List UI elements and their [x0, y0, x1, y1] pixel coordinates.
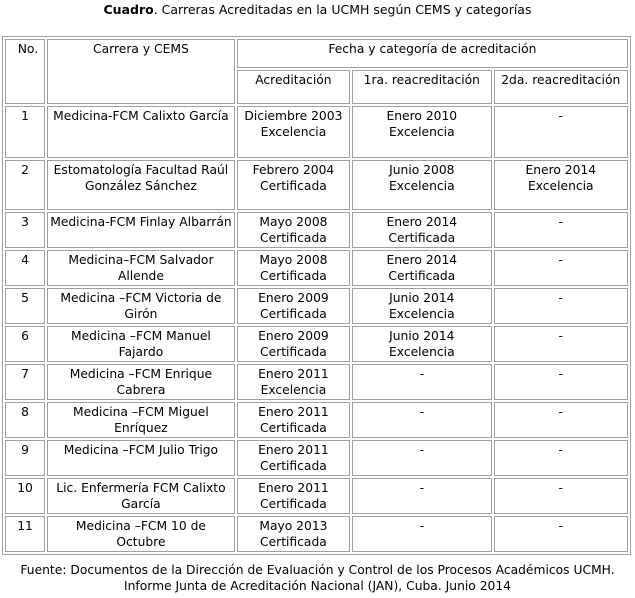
- cell-acreditacion: Mayo 2008 Certificada: [236, 250, 351, 286]
- table-row: 9 Medicina –FCM Julio Trigo Enero 2011 Cer…: [5, 440, 628, 476]
- table-row: 5 Medicina –FCM Victoria de Girón Enero 20…: [5, 288, 628, 324]
- cell-primera: Junio 2008 Excelencia: [352, 160, 492, 210]
- table-row: 4 Medicina–FCM Salvador Allende Mayo 2008 …: [5, 250, 628, 286]
- cell-segunda: -: [493, 212, 628, 248]
- table-row: 7 Medicina –FCM Enrique Cabrera Enero 2011…: [5, 364, 628, 400]
- cell-carrera: Medicina-FCM Finlay Albarrán: [47, 212, 235, 248]
- cell-acreditacion: Febrero 2004 Certificada: [236, 160, 351, 210]
- table-row: 10 Lic. Enfermería FCM Calixto García Ener…: [5, 478, 628, 514]
- header-row: No. Carrera y CEMS Fecha y categoría de …: [5, 39, 628, 104]
- accreditation-table: No. Carrera y CEMS Fecha y categoría de …: [2, 36, 631, 555]
- cell-segunda: -: [493, 250, 628, 286]
- cell-carrera: Estomatología Facultad Raúl González Sán…: [47, 160, 235, 210]
- cell-carrera: Medicina –FCM Julio Trigo: [47, 440, 235, 476]
- cell-carrera: Medicina –FCM Enrique Cabrera: [47, 364, 235, 400]
- source-line-1: Fuente: Documentos de la Dirección de Ev…: [20, 563, 615, 577]
- cell-primera: Junio 2014 Excelencia: [352, 326, 492, 362]
- table-row: 2 Estomatología Facultad Raúl González Sá…: [5, 160, 628, 210]
- header-primera: 1ra. reacreditación: [352, 70, 492, 104]
- header-acreditacion: Acreditación: [236, 70, 351, 104]
- cell-acreditacion: Diciembre 2003 Excelencia: [236, 106, 351, 158]
- caption-text: . Carreras Acreditadas en la UCMH según …: [153, 2, 532, 17]
- cell-acreditacion: Mayo 2008 Certificada: [236, 212, 351, 248]
- cell-acreditacion: Enero 2011 Excelencia: [236, 364, 351, 400]
- cell-primera: Enero 2014 Certificada: [352, 212, 492, 248]
- cell-acreditacion: Mayo 2013 Certificada: [236, 516, 351, 552]
- cell-segunda: -: [493, 106, 628, 158]
- cell-primera: Enero 2010 Excelencia: [352, 106, 492, 158]
- cell-primera: -: [352, 478, 492, 514]
- header-no: No.: [5, 39, 46, 104]
- cell-carrera: Medicina –FCM 10 de Octubre: [47, 516, 235, 552]
- cell-segunda: -: [493, 516, 628, 552]
- cell-primera: -: [352, 402, 492, 438]
- cell-primera: -: [352, 364, 492, 400]
- cell-segunda: -: [493, 288, 628, 324]
- cell-segunda: -: [493, 478, 628, 514]
- table-row: 11 Medicina –FCM 10 de Octubre Mayo 2013 C…: [5, 516, 628, 552]
- source-line-2: Informe Junta de Acreditación Nacional (…: [123, 579, 512, 593]
- table-row: 8 Medicina –FCM Miguel Enríquez Enero 2011…: [5, 402, 628, 438]
- cell-carrera: Medicina–FCM Salvador Allende: [47, 250, 235, 286]
- cell-no: 10: [5, 478, 46, 514]
- source-note: Fuente: Documentos de la Dirección de Ev…: [0, 562, 635, 594]
- header-fecha: Fecha y categoría de acreditación: [236, 39, 628, 68]
- cell-carrera: Lic. Enfermería FCM Calixto García: [47, 478, 235, 514]
- cell-segunda: -: [493, 440, 628, 476]
- cell-primera: -: [352, 440, 492, 476]
- cell-primera: Enero 2014 Certificada: [352, 250, 492, 286]
- table-caption: Cuadro. Carreras Acreditadas en la UCMH …: [0, 2, 635, 18]
- cell-no: 2: [5, 160, 46, 210]
- cell-acreditacion: Enero 2011 Certificada: [236, 478, 351, 514]
- cell-no: 8: [5, 402, 46, 438]
- header-segunda: 2da. reacreditación: [493, 70, 628, 104]
- cell-no: 5: [5, 288, 46, 324]
- cell-no: 3: [5, 212, 46, 248]
- cell-segunda: -: [493, 402, 628, 438]
- cell-acreditacion: Enero 2009 Certificada: [236, 288, 351, 324]
- cell-carrera: Medicina –FCM Manuel Fajardo: [47, 326, 235, 362]
- cell-acreditacion: Enero 2011 Certificada: [236, 402, 351, 438]
- cell-segunda: -: [493, 364, 628, 400]
- table-row: 1 Medicina-FCM Calixto García Diciembre 20…: [5, 106, 628, 158]
- table-row: 3 Medicina-FCM Finlay Albarrán Mayo 2008 C…: [5, 212, 628, 248]
- cell-segunda: Enero 2014 Excelencia: [493, 160, 628, 210]
- header-carrera: Carrera y CEMS: [47, 39, 235, 104]
- caption-label: Cuadro: [103, 2, 154, 17]
- cell-no: 1: [5, 106, 46, 158]
- cell-carrera: Medicina –FCM Miguel Enríquez: [47, 402, 235, 438]
- cell-primera: -: [352, 516, 492, 552]
- cell-acreditacion: Enero 2011 Certificada: [236, 440, 351, 476]
- cell-primera: Junio 2014 Excelencia: [352, 288, 492, 324]
- cell-no: 6: [5, 326, 46, 362]
- cell-acreditacion: Enero 2009 Certificada: [236, 326, 351, 362]
- cell-carrera: Medicina-FCM Calixto García: [47, 106, 235, 158]
- cell-segunda: -: [493, 326, 628, 362]
- cell-no: 11: [5, 516, 46, 552]
- cell-no: 9: [5, 440, 46, 476]
- cell-carrera: Medicina –FCM Victoria de Girón: [47, 288, 235, 324]
- cell-no: 7: [5, 364, 46, 400]
- cell-no: 4: [5, 250, 46, 286]
- subheader-row: Acreditación 1ra. reacreditación 2da. re…: [5, 70, 628, 104]
- table-row: 6 Medicina –FCM Manuel Fajardo Enero 2009 …: [5, 326, 628, 362]
